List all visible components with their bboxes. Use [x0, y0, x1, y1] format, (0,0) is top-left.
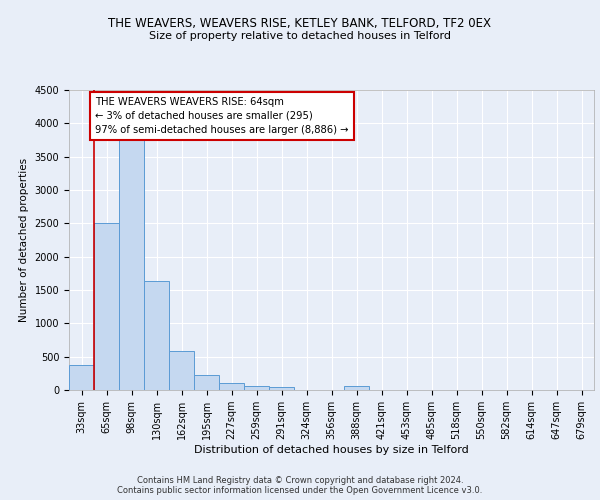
Bar	[94, 224, 119, 390]
Bar	[144, 280, 169, 390]
Text: Contains HM Land Registry data © Crown copyright and database right 2024.: Contains HM Land Registry data © Crown c…	[137, 476, 463, 485]
Bar	[194, 374, 219, 390]
Y-axis label: Number of detached properties: Number of detached properties	[19, 158, 29, 322]
Bar	[169, 350, 194, 390]
Bar	[219, 383, 244, 390]
Text: THE WEAVERS, WEAVERS RISE, KETLEY BANK, TELFORD, TF2 0EX: THE WEAVERS, WEAVERS RISE, KETLEY BANK, …	[109, 18, 491, 30]
Bar	[269, 388, 294, 390]
Bar	[69, 366, 94, 390]
Bar	[119, 140, 144, 390]
X-axis label: Distribution of detached houses by size in Telford: Distribution of detached houses by size …	[194, 445, 469, 455]
Bar	[344, 386, 369, 390]
Bar	[244, 386, 269, 390]
Text: Contains public sector information licensed under the Open Government Licence v3: Contains public sector information licen…	[118, 486, 482, 495]
Text: Size of property relative to detached houses in Telford: Size of property relative to detached ho…	[149, 31, 451, 41]
Text: THE WEAVERS WEAVERS RISE: 64sqm
← 3% of detached houses are smaller (295)
97% of: THE WEAVERS WEAVERS RISE: 64sqm ← 3% of …	[95, 96, 349, 134]
